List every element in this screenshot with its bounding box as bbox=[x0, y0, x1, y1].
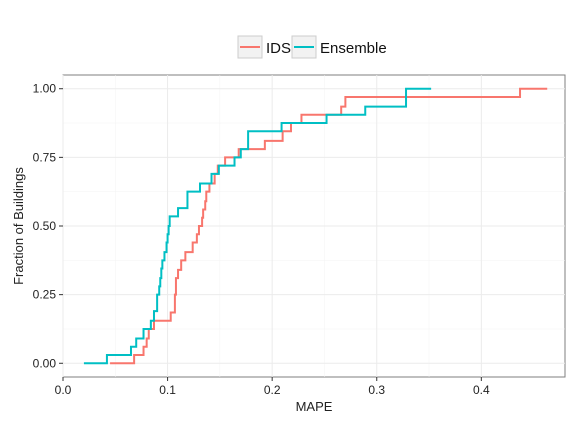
y-axis-title: Fraction of Buildings bbox=[11, 167, 26, 285]
series-layer bbox=[83, 87, 548, 365]
x-tick-label: 0.3 bbox=[368, 383, 385, 397]
x-tick-label: 0.4 bbox=[473, 383, 490, 397]
series-line-ensemble bbox=[83, 87, 432, 365]
legend-label-ensemble: Ensemble bbox=[320, 40, 387, 57]
y-tick-label: 0.75 bbox=[33, 150, 57, 164]
x-tick-label: 0.1 bbox=[159, 383, 176, 397]
legend-label-ids: IDS bbox=[266, 40, 291, 57]
x-tick-label: 0.2 bbox=[264, 383, 281, 397]
y-tick-label: 0.25 bbox=[33, 288, 57, 302]
series-line-ids bbox=[110, 87, 548, 365]
x-axis-title: MAPE bbox=[296, 399, 333, 414]
x-tick-label: 0.0 bbox=[55, 383, 72, 397]
y-axis: 0.00 0.25 0.50 0.75 1.00 bbox=[33, 82, 63, 370]
y-tick-label: 0.00 bbox=[33, 356, 57, 370]
x-axis: 0.0 0.1 0.2 0.3 0.4 bbox=[55, 377, 490, 397]
grid bbox=[62, 75, 565, 377]
legend: IDS Ensemble bbox=[237, 35, 387, 59]
y-tick-label: 0.50 bbox=[33, 219, 57, 233]
y-tick-label: 1.00 bbox=[33, 82, 57, 96]
